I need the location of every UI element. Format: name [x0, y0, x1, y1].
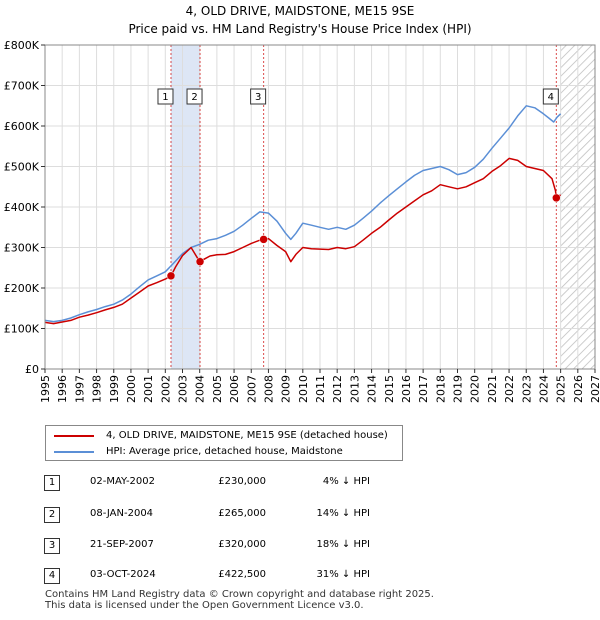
x-tick-label: 2006 [228, 375, 241, 403]
legend-label-hpi: HPI: Average price, detached house, Maid… [106, 446, 343, 457]
x-tick-label: 2011 [314, 375, 327, 403]
y-tick-label: £500K [4, 161, 40, 174]
x-tick-label: 2013 [348, 375, 361, 403]
x-tick-label: 2015 [383, 375, 396, 403]
x-tick-label: 1997 [73, 375, 86, 403]
x-tick-label: 2009 [280, 375, 293, 403]
x-tick-label: 2021 [486, 375, 499, 403]
x-tick-label: 2019 [452, 375, 465, 403]
x-tick-label: 2004 [194, 375, 207, 403]
sale-number-badge: 4 [44, 568, 60, 584]
legend-label-property: 4, OLD DRIVE, MAIDSTONE, ME15 9SE (detac… [106, 430, 388, 441]
sale-hpi-diff: 31% ↓ HPI [316, 569, 370, 580]
x-tick-label: 2003 [177, 375, 190, 403]
sale-date: 03-OCT-2024 [90, 569, 156, 580]
y-tick-label: £300K [4, 242, 40, 255]
hpi-line [44, 105, 562, 323]
x-tick-label: 2016 [400, 375, 413, 403]
sale-label-box [186, 88, 203, 105]
y-tick-label: £400K [4, 201, 40, 214]
x-tick-label: 2008 [262, 375, 275, 403]
x-tick-label: 1998 [91, 375, 104, 403]
legend-swatch-property [54, 435, 94, 437]
x-tick-label: 2023 [520, 375, 533, 403]
x-tick-label: 2022 [503, 375, 516, 403]
sale-row: 1 02-MAY-2002 £230,000 4% ↓ HPI [40, 473, 440, 493]
sale-marker [166, 271, 176, 281]
sale-date: 08-JAN-2004 [90, 508, 154, 519]
sale-hpi-diff: 4% ↓ HPI [322, 476, 370, 487]
y-tick-label: £200K [4, 282, 40, 295]
sale-price: £320,000 [218, 539, 266, 550]
y-tick-label: £800K [4, 39, 40, 52]
sale-row: 4 03-OCT-2024 £422,500 31% ↓ HPI [40, 566, 440, 586]
x-tick-label: 2000 [125, 375, 138, 403]
sale-number-badge: 1 [44, 475, 60, 491]
x-tick-label: 2005 [211, 375, 224, 403]
sale-label-text: 4 [548, 92, 554, 103]
chart-subtitle: Price paid vs. HM Land Registry's House … [128, 22, 472, 36]
x-tick-label: 2014 [366, 375, 379, 403]
x-tick-label: 2012 [331, 375, 344, 403]
x-tick-label: 2001 [142, 375, 155, 403]
x-tick-label: 2010 [297, 375, 310, 403]
footer-copyright: Contains HM Land Registry data © Crown c… [45, 589, 434, 600]
x-tick-label: 1995 [39, 375, 52, 403]
sale-label-text: 1 [162, 92, 168, 103]
legend: 4, OLD DRIVE, MAIDSTONE, ME15 9SE (detac… [45, 425, 403, 461]
sale-number-badge: 3 [44, 538, 60, 554]
sale-price: £265,000 [218, 508, 266, 519]
sale-label-box [542, 88, 559, 105]
sale-hpi-diff: 14% ↓ HPI [316, 508, 370, 519]
footer-license: This data is licensed under the Open Gov… [45, 600, 364, 611]
x-tick-label: 2007 [245, 375, 258, 403]
price-chart: 1 2 3 4 £0 £100K £200K £300K £400K £500K £600K £700… [4, 39, 600, 403]
x-tick-label: 2002 [159, 375, 172, 403]
x-tick-label: 2018 [434, 375, 447, 403]
sale-price: £422,500 [218, 569, 266, 580]
sale-label-text: 2 [191, 92, 197, 103]
legend-swatch-hpi [54, 451, 94, 453]
y-tick-label: £700K [4, 80, 40, 93]
chart-title: 4, OLD DRIVE, MAIDSTONE, ME15 9SE [185, 4, 415, 18]
x-tick-label: 2020 [469, 375, 482, 403]
x-tick-label: 1996 [56, 375, 69, 403]
sale-label-box [157, 88, 174, 105]
sale-marker [259, 235, 268, 244]
y-tick-label: £100K [4, 323, 40, 336]
y-tick-label: £0 [25, 363, 39, 376]
sale-marker [552, 193, 561, 203]
sale-label-text: 3 [255, 92, 261, 103]
sale-date: 02-MAY-2002 [90, 476, 156, 487]
x-tick-label: 2025 [555, 375, 568, 403]
x-tick-label: 2017 [417, 375, 430, 403]
x-tick-label: 2027 [589, 375, 600, 403]
x-tick-label: 1999 [108, 375, 121, 403]
sale-number-badge: 2 [44, 507, 60, 523]
sale-date: 21-SEP-2007 [90, 539, 154, 550]
sale-row: 3 21-SEP-2007 £320,000 18% ↓ HPI [40, 536, 440, 556]
sale-price: £230,000 [218, 476, 266, 487]
sale-hpi-diff: 18% ↓ HPI [316, 539, 370, 550]
x-tick-label: 2026 [572, 375, 585, 403]
property-price-line [44, 157, 562, 325]
sale-row: 2 08-JAN-2004 £265,000 14% ↓ HPI [40, 505, 440, 525]
sale-marker [195, 257, 205, 266]
sale-label-box [250, 88, 267, 105]
y-tick-label: £600K [4, 120, 40, 133]
x-tick-label: 2024 [537, 375, 550, 403]
